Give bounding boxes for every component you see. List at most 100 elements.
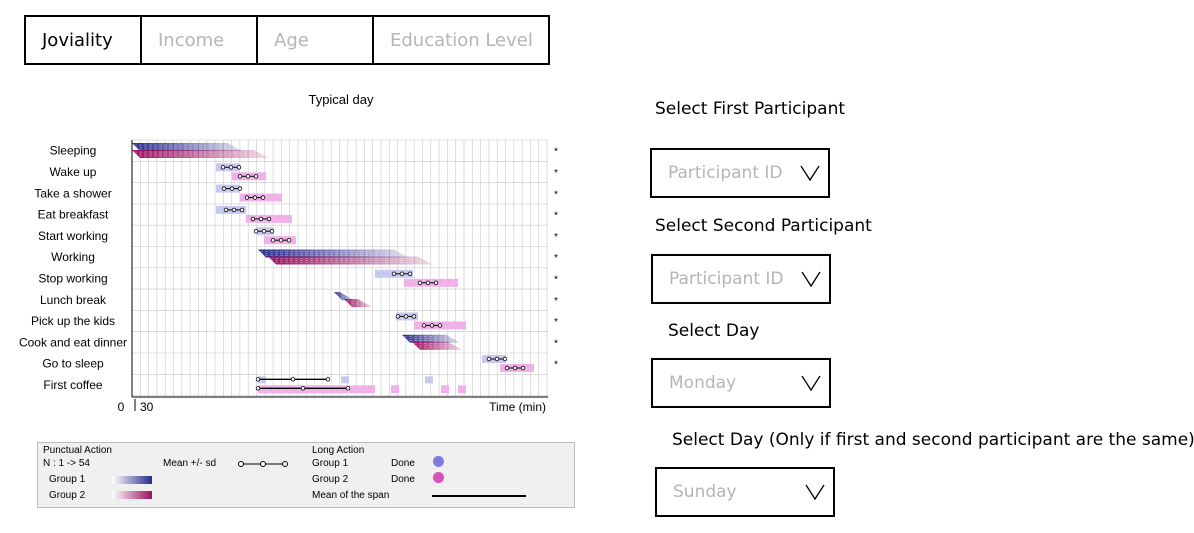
mean-sd-point bbox=[286, 237, 292, 243]
activity-label: Cook and eat dinner bbox=[19, 335, 127, 349]
activity-label: Wake up bbox=[50, 165, 97, 179]
x-axis-label: Time (min) bbox=[489, 400, 546, 414]
second-participant-placeholder: Participant ID bbox=[669, 269, 784, 289]
mean-sd-point bbox=[411, 314, 417, 319]
mean-sd-point bbox=[269, 228, 275, 234]
mean-sd-point bbox=[250, 216, 256, 222]
mean-sd-point bbox=[391, 271, 397, 276]
mean-sd-point bbox=[512, 365, 518, 371]
activity-label: Start working bbox=[38, 229, 108, 243]
activity-label: Working bbox=[51, 250, 95, 264]
mean-sd-point bbox=[253, 228, 259, 234]
mean-span-point bbox=[255, 386, 261, 391]
activity-labels: Sleeping Wake up Take a shower Eat breakfas… bbox=[19, 144, 127, 392]
mean-sd-point bbox=[433, 280, 439, 285]
mean-sd-point bbox=[407, 271, 413, 276]
row-marker-star: * bbox=[554, 232, 558, 243]
legend-group2-swatch bbox=[112, 491, 152, 499]
mean-sd-point bbox=[260, 195, 266, 200]
tab-education-level[interactable]: Education Level bbox=[390, 29, 533, 51]
chevron-down-icon bbox=[801, 375, 821, 392]
legend-group1-done-dot bbox=[433, 456, 444, 467]
row-marker-star: * bbox=[554, 360, 558, 371]
second-day-select[interactable]: Sunday bbox=[655, 467, 835, 517]
x-tick-label-0: 0 bbox=[118, 400, 125, 414]
mean-sd-point bbox=[437, 323, 443, 328]
mean-span-point bbox=[255, 377, 261, 382]
mean-sd-point bbox=[270, 237, 276, 243]
x-tick-label-30: 30 bbox=[140, 400, 154, 414]
chevron-down-icon bbox=[805, 484, 825, 501]
first-participant-select[interactable]: Participant ID bbox=[650, 148, 830, 198]
mean-sd-point bbox=[504, 365, 510, 371]
mean-span-point bbox=[290, 377, 296, 382]
first-participant-label: Select First Participant bbox=[655, 99, 846, 119]
mean-sd-point bbox=[266, 216, 272, 222]
mean-sd-point bbox=[231, 207, 237, 213]
done-cell-group2 bbox=[349, 385, 375, 394]
legend-long-title: Long Action bbox=[312, 445, 365, 456]
row-marker-star: * bbox=[554, 274, 558, 285]
typical-day-chart: Typical day Sleeping Wake up Take a shower… bbox=[19, 92, 558, 414]
mean-sd-point bbox=[229, 186, 235, 191]
mean-span-point bbox=[325, 377, 331, 382]
done-cell-group2 bbox=[458, 385, 466, 394]
row-markers: * * * * * * * * * * * bbox=[554, 147, 558, 371]
row-marker-star: * bbox=[554, 211, 558, 222]
legend-mean-sd: Mean +/- sd bbox=[163, 458, 217, 469]
second-day-select-value: Sunday bbox=[673, 482, 737, 502]
attribute-tabs: Joviality Income Age Education Level bbox=[24, 15, 550, 65]
legend-group2: Group 2 bbox=[49, 490, 86, 501]
day-select[interactable]: Monday bbox=[651, 358, 831, 408]
activity-marks bbox=[132, 143, 534, 394]
second-participant-select[interactable]: Participant ID bbox=[651, 254, 831, 304]
activity-label: Go to sleep bbox=[42, 357, 104, 371]
legend-group2-done-dot bbox=[433, 472, 444, 483]
first-participant-placeholder: Participant ID bbox=[668, 163, 783, 183]
activity-label: Eat breakfast bbox=[38, 208, 109, 222]
mean-sd-point bbox=[244, 195, 250, 200]
activity-label: Sleeping bbox=[50, 144, 97, 158]
tab-income[interactable]: Income bbox=[142, 17, 258, 63]
day-label: Select Day bbox=[668, 321, 760, 341]
activity-label: Stop working bbox=[38, 271, 107, 285]
mean-sd-point bbox=[261, 228, 267, 234]
row-marker-star: * bbox=[554, 317, 558, 328]
chevron-down-icon bbox=[800, 165, 820, 182]
mean-span-point bbox=[300, 386, 306, 391]
row-marker-star: * bbox=[554, 189, 558, 200]
chart-legend: Punctual Action N : 1 -> 54 Group 1 Grou… bbox=[37, 442, 575, 508]
mean-sd-point bbox=[429, 323, 435, 328]
tab-joviality[interactable]: Joviality bbox=[26, 17, 142, 63]
activity-label: Pick up the kids bbox=[31, 314, 115, 328]
done-cell-group2 bbox=[391, 385, 399, 394]
mean-sd-point bbox=[253, 174, 259, 179]
second-participant-label: Select Second Participant bbox=[655, 216, 872, 236]
mean-sd-point bbox=[236, 165, 242, 170]
day-select-value: Monday bbox=[669, 373, 737, 393]
legend-mean-span-line bbox=[432, 495, 526, 497]
mean-sd-point bbox=[258, 216, 264, 222]
done-cell-group2 bbox=[441, 385, 449, 394]
mean-sd-point bbox=[425, 280, 431, 285]
chevron-down-icon bbox=[801, 271, 821, 288]
mean-sd-point bbox=[502, 356, 508, 362]
done-cell-group1 bbox=[341, 376, 349, 384]
chart-title: Typical day bbox=[308, 92, 374, 107]
mean-sd-point bbox=[237, 174, 243, 179]
mean-sd-point bbox=[494, 356, 500, 362]
activity-label: Take a shower bbox=[34, 186, 111, 200]
mean-sd-point bbox=[520, 365, 526, 371]
done-cell-group1 bbox=[425, 376, 433, 384]
row-marker-star: * bbox=[554, 253, 558, 264]
legend-long-group1-done: Done bbox=[391, 458, 415, 469]
legend-n-label: N : 1 -> 54 bbox=[43, 458, 90, 469]
mean-sd-point bbox=[237, 186, 243, 191]
chart-grid bbox=[131, 139, 548, 397]
mean-sd-point bbox=[278, 237, 284, 243]
mean-sd-point bbox=[417, 280, 423, 285]
mean-sd-point bbox=[239, 207, 245, 213]
mean-sd-point bbox=[221, 186, 227, 191]
tab-age[interactable]: Age bbox=[258, 17, 374, 63]
mean-sd-point bbox=[252, 195, 258, 200]
